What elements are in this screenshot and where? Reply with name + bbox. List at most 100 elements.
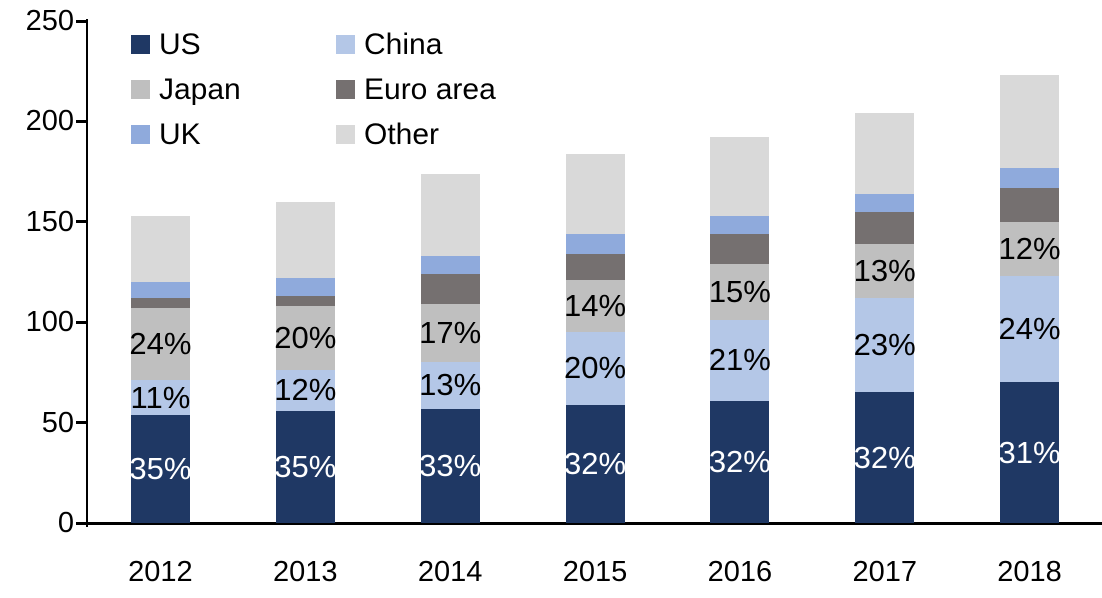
legend-label: China — [364, 27, 443, 61]
bar-segment-china — [565, 332, 625, 405]
bar-segment-uk — [420, 255, 480, 274]
legend-item-japan: Japan — [131, 72, 336, 106]
y-tick — [76, 521, 86, 525]
x-tick-label: 2015 — [562, 556, 628, 588]
y-tick-label: 250 — [25, 5, 74, 37]
x-axis-line — [84, 522, 1102, 525]
segment-percent-label: 32% — [853, 439, 916, 475]
y-axis-line — [86, 19, 88, 527]
x-tick-label: 2016 — [707, 556, 773, 588]
legend-label: Euro area — [364, 72, 496, 106]
bar-segment-china — [710, 320, 770, 401]
y-tick — [76, 220, 86, 224]
segment-percent-label: 35% — [129, 450, 192, 486]
y-tick — [76, 421, 86, 425]
bar-segment-us — [130, 414, 190, 523]
segment-percent-label: 31% — [998, 434, 1061, 470]
bar-segment-japan — [275, 306, 335, 371]
x-tick-label: 2018 — [997, 556, 1062, 588]
legend-label: Japan — [159, 72, 241, 106]
legend-swatch-icon — [336, 125, 355, 144]
bar-segment-euro-area — [130, 298, 190, 309]
legend-label: UK — [159, 117, 201, 151]
bar-segment-china — [130, 380, 190, 415]
bar-segment-uk — [1000, 167, 1060, 188]
bar-segment-euro-area — [275, 296, 335, 307]
bar-segment-other — [710, 137, 770, 216]
segment-percent-label: 35% — [274, 448, 337, 484]
bar-segment-other — [565, 153, 625, 234]
legend-item-euro-area: Euro area — [336, 72, 496, 106]
bar-segment-other — [420, 173, 480, 256]
legend-swatch-icon — [131, 80, 150, 99]
segment-percent-label: 32% — [563, 445, 627, 481]
segment-percent-label: 32% — [708, 443, 771, 479]
segment-percent-label: 24% — [998, 311, 1061, 347]
segment-percent-label: 13% — [419, 367, 482, 403]
bar-segment-us — [565, 404, 625, 523]
bar-segment-uk — [565, 233, 625, 254]
legend-label: Other — [364, 117, 440, 151]
legend-swatch-icon — [336, 35, 355, 54]
legend-swatch-icon — [131, 35, 150, 54]
segment-percent-label: 20% — [274, 320, 337, 356]
legend-item-us: US — [131, 27, 336, 61]
legend-item-uk: UK — [131, 117, 336, 151]
bar-segment-euro-area — [1000, 187, 1060, 222]
bar-segment-us — [710, 400, 770, 523]
bar-segment-uk — [710, 215, 770, 234]
bar-segment-japan — [710, 263, 770, 321]
segment-percent-label: 20% — [563, 350, 627, 386]
legend-label: US — [159, 27, 201, 61]
legend-swatch-icon — [131, 125, 150, 144]
bar-segment-china — [275, 370, 335, 411]
x-tick-label: 2014 — [417, 556, 483, 588]
segment-percent-label: 24% — [129, 326, 192, 362]
bar-segment-euro-area — [710, 233, 770, 264]
segment-percent-label: 12% — [274, 372, 337, 408]
legend: US China Japan Euro area UK Other — [131, 22, 496, 157]
y-tick — [76, 19, 86, 23]
x-tick-label: 2013 — [273, 556, 338, 588]
bar-segment-china — [420, 362, 480, 409]
segment-percent-label: 12% — [998, 230, 1061, 266]
y-tick — [76, 320, 86, 324]
x-tick-label: 2012 — [128, 556, 193, 588]
segment-percent-label: 11% — [130, 379, 191, 415]
legend-item-other: Other — [336, 117, 496, 151]
bar-segment-euro-area — [565, 253, 625, 281]
bar-segment-other — [855, 113, 915, 194]
bar-segment-uk — [275, 278, 335, 297]
bar-segment-us — [1000, 382, 1060, 523]
y-tick-label: 100 — [25, 306, 74, 339]
segment-percent-label: 15% — [708, 274, 771, 310]
y-tick-label: 150 — [25, 205, 74, 238]
bar-segment-other — [130, 215, 190, 283]
y-tick-label: 50 — [41, 406, 74, 439]
legend-swatch-icon — [336, 80, 355, 99]
bar-segment-japan — [855, 243, 915, 299]
bar-segment-japan — [1000, 221, 1060, 276]
y-tick-label: 200 — [25, 105, 74, 138]
bar-segment-us — [275, 410, 335, 523]
bar-segment-uk — [130, 282, 190, 299]
bar-segment-euro-area — [855, 211, 915, 244]
segment-percent-label: 13% — [853, 252, 916, 288]
bar-segment-other — [275, 201, 335, 279]
segment-percent-label: 21% — [708, 342, 771, 378]
segment-percent-label: 17% — [419, 315, 482, 351]
bar-segment-japan — [420, 304, 480, 363]
bar-segment-japan — [565, 280, 625, 333]
bar-segment-uk — [855, 193, 915, 212]
y-tick — [76, 119, 86, 123]
bar-segment-japan — [130, 308, 190, 381]
bar-segment-us — [855, 392, 915, 523]
x-tick-label: 2017 — [852, 556, 917, 588]
bar-segment-china — [855, 298, 915, 393]
legend-item-china: China — [336, 27, 496, 61]
bar-segment-other — [1000, 75, 1060, 168]
segment-percent-label: 33% — [419, 447, 482, 483]
segment-percent-label: 23% — [853, 327, 916, 363]
segment-percent-label: 14% — [563, 288, 627, 324]
